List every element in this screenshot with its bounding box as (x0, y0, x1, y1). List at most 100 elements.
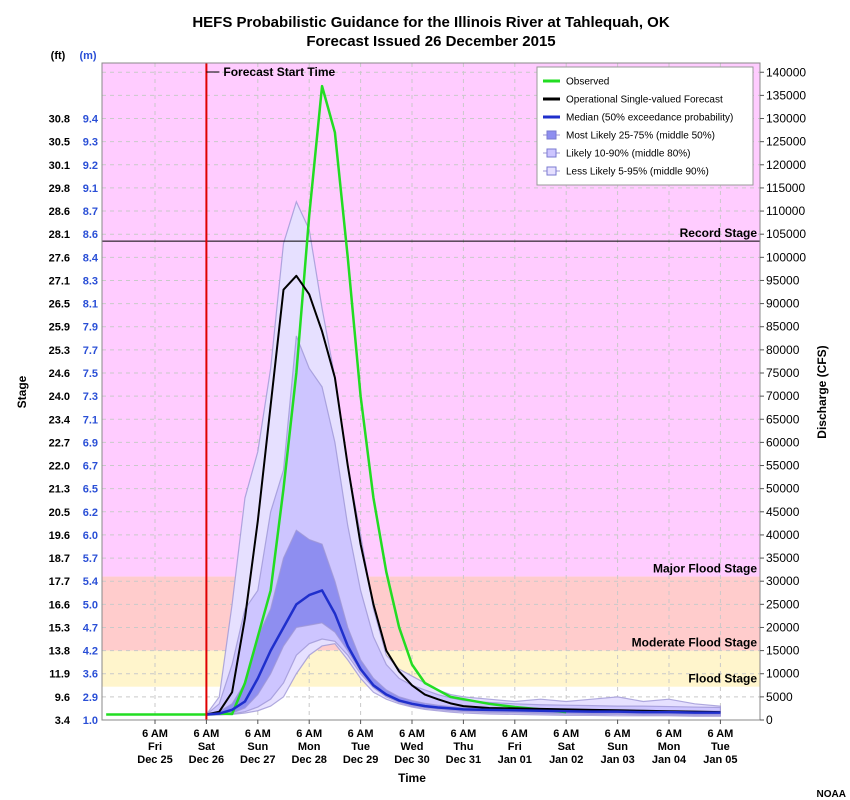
tick-label-x-date: Jan 05 (703, 754, 737, 766)
tick-label-x-time: 6 AM (450, 728, 476, 740)
stage-lines: Record Stage Major Flood Stage Moderate Fl… (102, 226, 760, 686)
tick-label-cfs: 5000 (766, 690, 793, 704)
series-line-operational (206, 274, 721, 716)
tick-label-cfs: 100000 (766, 250, 806, 264)
tick-label-cfs: 65000 (766, 412, 800, 426)
tick-label-m: 7.5 (83, 368, 98, 380)
tick-label-ft: 27.6 (49, 252, 70, 264)
tick-label-x-time: 6 AM (605, 728, 631, 740)
tick-label-x-date: Jan 03 (600, 754, 634, 766)
tick-label-m: 9.3 (83, 137, 98, 149)
tick-label-cfs: 25000 (766, 597, 800, 611)
tick-label-x-day: Wed (400, 741, 423, 753)
legend-entry: Likely 10-90% (middle 80%) (566, 149, 691, 160)
forecast-start-label: Forecast Start Time (223, 65, 335, 79)
y-axis-title-right: Discharge (CFS) (815, 345, 829, 438)
tick-label-m: 1.0 (83, 715, 98, 727)
tick-label-x-time: 6 AM (142, 728, 168, 740)
tick-label-ft: 15.3 (49, 622, 70, 634)
tick-label-x-day: Fri (148, 741, 162, 753)
tick-label-ft: 20.5 (49, 507, 70, 519)
tick-label-cfs: 105000 (766, 227, 806, 241)
y-axis-title-left: Stage (15, 375, 29, 408)
tick-label-m: 3.6 (83, 669, 98, 681)
tick-label-cfs: 120000 (766, 158, 806, 172)
tick-label-x-time: 6 AM (553, 728, 579, 740)
tick-label-m: 6.0 (83, 530, 98, 542)
legend: Observed Operational Single-valued Foreca… (536, 66, 754, 186)
tick-label-ft: 27.1 (49, 275, 70, 287)
tick-label-m: 8.3 (83, 275, 98, 287)
tick-label-x-day: Tue (351, 741, 370, 753)
tick-label-x-day: Fri (508, 741, 522, 753)
tick-label-m: 5.7 (83, 553, 98, 565)
noaa-credit: NOAA (817, 789, 846, 800)
right-axis-cfs: 0 5000 10000 15000 20000 25000 30000 35000 40000… (760, 65, 806, 727)
tick-label-m: 7.1 (83, 414, 98, 426)
grid (102, 63, 760, 721)
legend-entry: Observed (566, 77, 609, 88)
tick-label-x-day: Sun (247, 741, 268, 753)
tick-label-m: 9.4 (83, 114, 99, 126)
series-line-median (206, 589, 721, 716)
tick-label-m: 5.0 (83, 599, 98, 611)
tick-label-cfs: 95000 (766, 273, 800, 287)
x-axis-title: Time (398, 771, 426, 785)
tick-label-x-day: Mon (298, 741, 321, 753)
tick-label-m: 6.2 (83, 507, 98, 519)
tick-label-m: 7.7 (83, 345, 98, 357)
tick-label-ft: 19.6 (49, 530, 70, 542)
tick-label-cfs: 130000 (766, 112, 806, 126)
legend-entry: Most Likely 25-75% (middle 50%) (566, 131, 715, 142)
tick-label-ft: 16.6 (49, 599, 70, 611)
tick-label-ft: 28.6 (49, 206, 70, 218)
tick-label-cfs: 40000 (766, 528, 800, 542)
tick-label-cfs: 90000 (766, 297, 800, 311)
tick-label-ft: 13.8 (49, 646, 70, 658)
tick-label-ft: 30.1 (49, 160, 70, 172)
tick-label-x-date: Jan 04 (652, 754, 687, 766)
tick-label-cfs: 30000 (766, 574, 800, 588)
tick-label-x-time: 6 AM (656, 728, 682, 740)
tick-label-x-day: Sun (607, 741, 628, 753)
left-units-ft: (ft) (51, 50, 66, 62)
tick-label-cfs: 10000 (766, 667, 800, 681)
tick-label-cfs: 0 (766, 713, 773, 727)
tick-label-cfs: 135000 (766, 88, 806, 102)
stage-label: Major Flood Stage (653, 562, 757, 576)
tick-label-x-date: Dec 28 (291, 754, 326, 766)
stage-label: Moderate Flood Stage (632, 636, 758, 650)
tick-label-x-time: 6 AM (245, 728, 271, 740)
left-axis-m: 1.0 2.9 3.6 4.2 4.7 5.0 5.4 5.7 6.0 6.2 6.5 6.7 6.9 7… (83, 114, 99, 727)
legend-entry: Operational Single-valued Forecast (566, 95, 723, 106)
tick-label-m: 8.6 (83, 229, 98, 241)
tick-label-cfs: 110000 (766, 204, 805, 218)
tick-label-m: 6.5 (83, 484, 98, 496)
tick-label-m: 9.2 (83, 160, 98, 172)
tick-label-cfs: 80000 (766, 343, 800, 357)
tick-label-cfs: 20000 (766, 620, 800, 634)
tick-label-ft: 3.4 (55, 715, 71, 727)
chart-subtitle: Forecast Issued 26 December 2015 (306, 33, 555, 50)
tick-label-cfs: 85000 (766, 320, 800, 334)
stage-label: Record Stage (680, 226, 758, 240)
left-units-m: (m) (79, 50, 96, 62)
zone-moderate (102, 650, 760, 687)
tick-label-x-time: 6 AM (296, 728, 322, 740)
tick-label-ft: 22.0 (49, 461, 70, 473)
plot-frame (101, 62, 761, 721)
tick-label-ft: 25.3 (49, 345, 70, 357)
tick-label-ft: 21.3 (49, 484, 70, 496)
tick-label-m: 4.2 (83, 646, 98, 658)
tick-label-m: 7.3 (83, 391, 98, 403)
tick-label-x-date: Dec 26 (189, 754, 224, 766)
tick-label-x-time: 6 AM (399, 728, 425, 740)
tick-label-ft: 24.0 (49, 391, 70, 403)
zone-major (102, 576, 760, 651)
tick-label-x-time: 6 AM (193, 728, 219, 740)
tick-label-cfs: 75000 (766, 366, 800, 380)
tick-label-ft: 17.7 (49, 576, 70, 588)
tick-label-x-day: Sat (558, 741, 575, 753)
